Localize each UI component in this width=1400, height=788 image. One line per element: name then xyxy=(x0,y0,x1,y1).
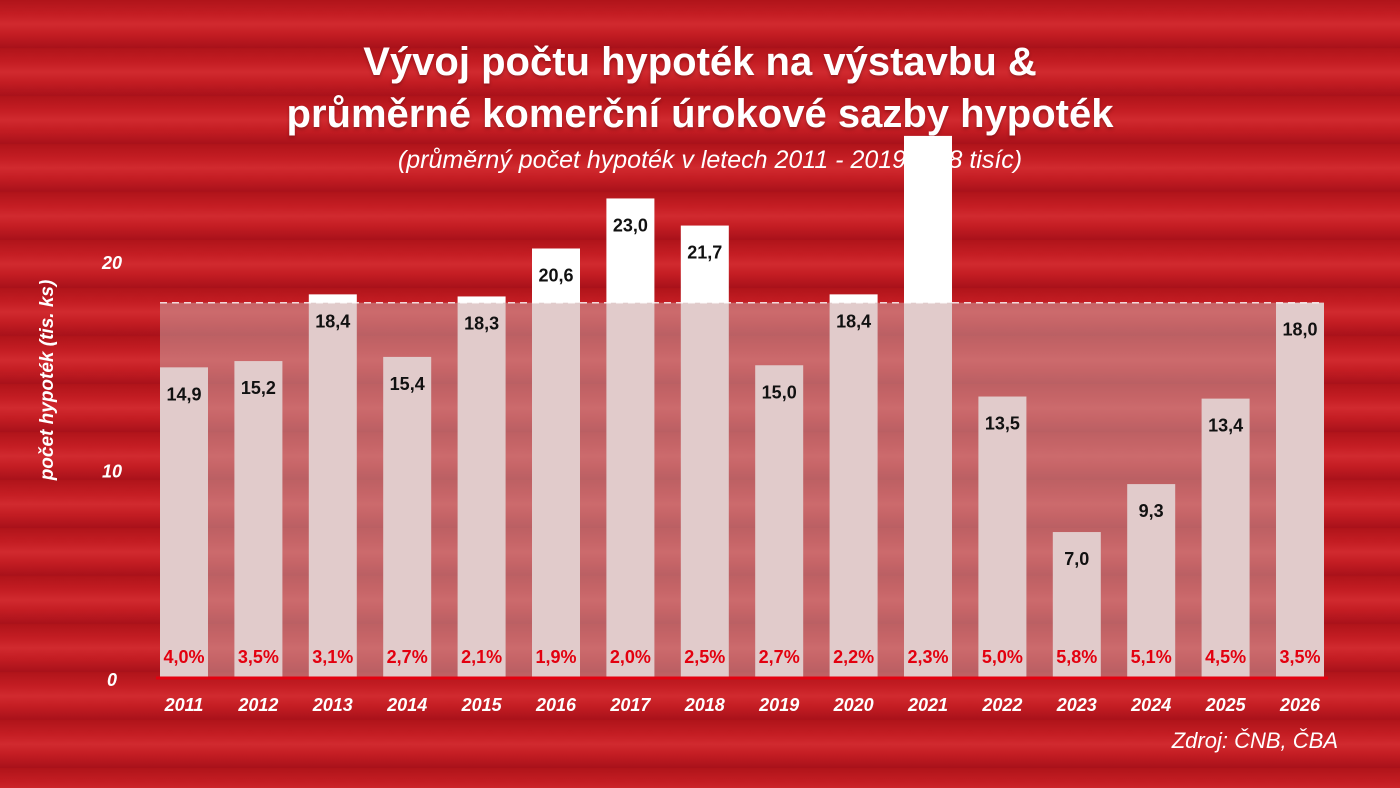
bar-value-label: 18,0 xyxy=(1282,320,1317,340)
x-tick-label: 2023 xyxy=(1056,695,1097,715)
bar-value-label: 18,4 xyxy=(836,311,871,331)
bar-value-label: 7,0 xyxy=(1064,549,1089,569)
y-tick-label: 0 xyxy=(107,670,117,690)
rate-label: 2,2% xyxy=(833,647,874,667)
rate-label: 4,5% xyxy=(1205,647,1246,667)
chart-title-line1: Vývoj počtu hypoték na výstavbu & xyxy=(363,40,1037,84)
bar-value-label: 15,4 xyxy=(390,374,425,394)
rate-label: 3,1% xyxy=(312,647,353,667)
rate-label: 3,5% xyxy=(238,647,279,667)
x-tick-label: 2025 xyxy=(1205,695,1247,715)
y-tick-label: 20 xyxy=(101,253,122,273)
x-tick-label: 2017 xyxy=(609,695,651,715)
rate-label: 1,9% xyxy=(535,647,576,667)
rate-label: 5,8% xyxy=(1056,647,1097,667)
bar-value-label: 20,6 xyxy=(538,265,573,285)
rate-label: 2,7% xyxy=(387,647,428,667)
x-tick-label: 2012 xyxy=(237,695,278,715)
rate-label: 2,5% xyxy=(684,647,725,667)
bar-value-label: 18,4 xyxy=(315,311,350,331)
average-band xyxy=(160,302,1324,678)
source-note: Zdroj: ČNB, ČBA xyxy=(1171,728,1338,753)
rate-label: 5,1% xyxy=(1131,647,1172,667)
bar-value-label: 15,0 xyxy=(762,382,797,402)
bar-value-label: 23,0 xyxy=(613,215,648,235)
x-tick-label: 2013 xyxy=(312,695,353,715)
bar-value-label: 14,9 xyxy=(166,384,201,404)
x-tick-label: 2024 xyxy=(1130,695,1171,715)
bar-value-label: 21,7 xyxy=(687,243,722,263)
rate-label: 5,0% xyxy=(982,647,1023,667)
rate-label: 2,7% xyxy=(759,647,800,667)
x-tick-label: 2014 xyxy=(386,695,427,715)
bar-value-label: 18,3 xyxy=(464,313,499,333)
rate-label: 2,3% xyxy=(907,647,948,667)
x-tick-label: 2022 xyxy=(981,695,1022,715)
rate-label: 2,1% xyxy=(461,647,502,667)
bar-value-label: 9,3 xyxy=(1139,501,1164,521)
x-tick-label: 2020 xyxy=(833,695,874,715)
x-tick-label: 2019 xyxy=(758,695,799,715)
rate-label: 4,0% xyxy=(163,647,204,667)
bar-value-label: 13,5 xyxy=(985,414,1020,434)
bar-value-label: 15,2 xyxy=(241,378,276,398)
chart-title-line2: průměrné komerční úrokové sazby hypoték xyxy=(286,92,1114,136)
rate-label: 2,0% xyxy=(610,647,651,667)
x-tick-label: 2021 xyxy=(907,695,948,715)
bar-value-label: 13,4 xyxy=(1208,416,1243,436)
rate-label: 3,5% xyxy=(1279,647,1320,667)
x-tick-label: 2018 xyxy=(684,695,725,715)
x-tick-label: 2011 xyxy=(164,695,204,715)
x-tick-label: 2016 xyxy=(535,695,577,715)
x-tick-label: 2026 xyxy=(1279,695,1321,715)
chart-title: Vývoj počtu hypoték na výstavbu & průměr… xyxy=(0,36,1400,140)
y-tick-label: 10 xyxy=(102,462,122,482)
x-tick-label: 2015 xyxy=(461,695,503,715)
